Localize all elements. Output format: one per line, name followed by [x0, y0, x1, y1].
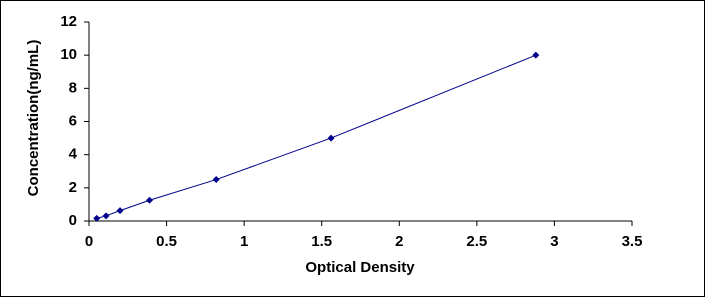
y-tick-label: 8 — [69, 79, 77, 96]
y-tick-label: 6 — [69, 112, 77, 129]
point — [532, 51, 540, 59]
point — [212, 176, 220, 184]
point — [146, 196, 154, 204]
x-tick-label: 3.5 — [622, 233, 643, 250]
x-tick-label: 3 — [550, 233, 558, 250]
point — [102, 212, 110, 220]
x-tick-label: 2.5 — [466, 233, 487, 250]
y-tick-label: 0 — [69, 212, 77, 229]
x-tick-label: 2 — [395, 233, 403, 250]
y-axis-label: Concentration(ng/mL) — [25, 40, 42, 197]
x-tick-label: 0.5 — [156, 233, 177, 250]
point — [116, 207, 124, 215]
point — [327, 134, 335, 142]
x-tick-label: 1 — [240, 233, 248, 250]
point — [93, 214, 101, 222]
y-tick-label: 4 — [69, 146, 78, 163]
x-tick-label: 1.5 — [311, 233, 332, 250]
y-tick-label: 2 — [69, 179, 77, 196]
y-tick-label: 12 — [60, 13, 77, 30]
x-tick-label: 0 — [85, 233, 93, 250]
x-axis-label: Optical Density — [305, 259, 415, 276]
y-tick-label: 10 — [60, 46, 77, 63]
